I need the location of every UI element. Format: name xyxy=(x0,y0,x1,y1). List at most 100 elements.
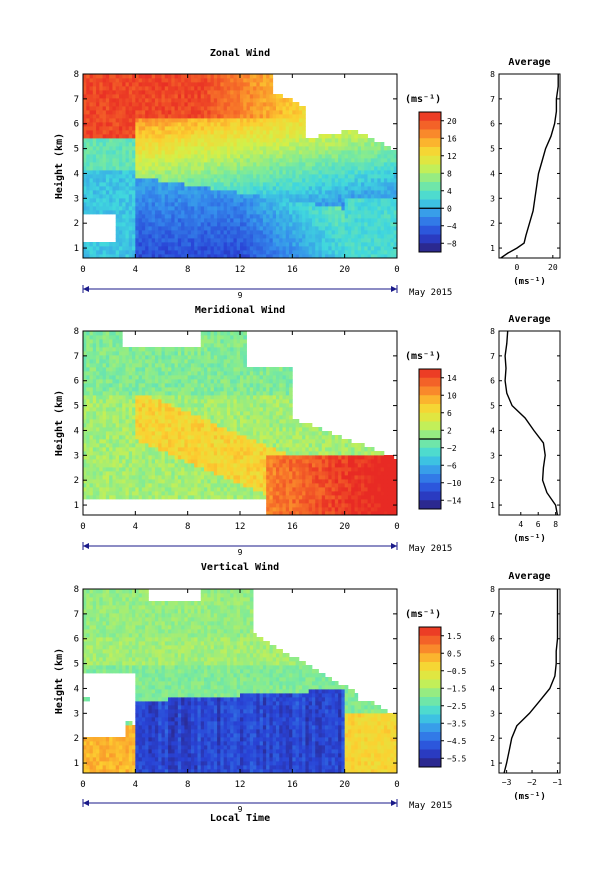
heatmap-cell xyxy=(99,122,104,127)
heatmap-cell xyxy=(236,230,241,235)
heatmap-cell xyxy=(194,154,198,159)
heatmap-cell xyxy=(269,194,274,199)
heatmap-cell xyxy=(177,170,182,175)
heatmap-cell xyxy=(377,186,382,191)
heatmap-cell xyxy=(109,399,113,404)
heatmap-cell xyxy=(210,194,215,199)
heatmap-cell xyxy=(148,142,153,147)
heatmap-cell xyxy=(331,190,336,195)
heatmap-cell xyxy=(292,162,296,167)
heatmap-cell xyxy=(305,218,310,223)
heatmap-cell xyxy=(102,98,107,103)
heatmap-cell xyxy=(298,242,303,247)
y-axis-label: Height (km) xyxy=(53,133,65,199)
heatmap-cell xyxy=(164,246,169,251)
heatmap-cell xyxy=(112,250,117,255)
heatmap-cell xyxy=(86,122,90,127)
heatmap-cell xyxy=(125,407,130,412)
heatmap-cell xyxy=(89,202,94,207)
heatmap-cell xyxy=(289,218,293,223)
heatmap-cell xyxy=(383,218,388,223)
heatmap-cell xyxy=(105,122,110,127)
heatmap-cell xyxy=(132,126,136,131)
heatmap-cell xyxy=(148,471,153,476)
heatmap-cell xyxy=(115,411,120,416)
heatmap-cell xyxy=(177,78,182,83)
heatmap-cell xyxy=(138,439,143,444)
heatmap-cell xyxy=(92,387,97,392)
heatmap-cell xyxy=(118,463,123,468)
heatmap-cell xyxy=(253,110,257,115)
heatmap-cell xyxy=(125,419,130,424)
heatmap-cell xyxy=(164,427,169,432)
heatmap-cell xyxy=(321,242,326,247)
heatmap-cell xyxy=(122,178,126,183)
heatmap-cell xyxy=(161,375,166,380)
heatmap-cell xyxy=(220,142,225,147)
heatmap-cell xyxy=(311,250,316,255)
heatmap-cell xyxy=(92,246,97,251)
heatmap-cell xyxy=(341,150,346,155)
heatmap-cell xyxy=(200,194,205,199)
heatmap-cell xyxy=(347,186,352,191)
heatmap-cell xyxy=(141,210,146,215)
heatmap-cell xyxy=(204,202,208,207)
heatmap-cell xyxy=(370,242,375,247)
heatmap-cell xyxy=(96,130,100,135)
heatmap-cell xyxy=(213,254,218,259)
heatmap-cell xyxy=(112,407,117,412)
heatmap-cell xyxy=(236,110,241,115)
heatmap-cell xyxy=(292,106,296,111)
heatmap-cell xyxy=(377,198,382,203)
heatmap-cell xyxy=(89,134,94,139)
heatmap-cell xyxy=(194,106,198,111)
heatmap-cell xyxy=(148,254,153,259)
heatmap-cell xyxy=(262,214,267,219)
heatmap-cell xyxy=(112,347,117,352)
heatmap-cell xyxy=(204,130,208,135)
heatmap-cell xyxy=(262,134,267,139)
heatmap-cell xyxy=(305,206,310,211)
heatmap-cell xyxy=(253,126,257,131)
heatmap-cell xyxy=(102,347,107,352)
heatmap-cell xyxy=(347,170,352,175)
heatmap-cell xyxy=(249,138,254,143)
heatmap-cell xyxy=(138,170,143,175)
heatmap-cell xyxy=(334,194,339,199)
heatmap-cell xyxy=(122,375,126,380)
heatmap-cell xyxy=(249,78,254,83)
heatmap-cell xyxy=(282,106,287,111)
heatmap-cell xyxy=(154,74,159,79)
heatmap-cell xyxy=(158,178,162,183)
heatmap-cell xyxy=(115,138,120,143)
heatmap-cell xyxy=(102,158,107,163)
heatmap-cell xyxy=(207,198,211,203)
heatmap-cell xyxy=(279,246,283,251)
heatmap-cell xyxy=(181,250,185,255)
heatmap-cell xyxy=(213,206,218,211)
heatmap-cell xyxy=(115,391,120,396)
heatmap-cell xyxy=(387,186,391,191)
heatmap-cell xyxy=(217,118,221,123)
heatmap-cell xyxy=(380,226,385,231)
average-x-tick-label: 20 xyxy=(548,263,558,272)
heatmap-cell xyxy=(154,174,159,179)
heatmap-cell xyxy=(158,359,162,364)
heatmap-cell xyxy=(321,246,326,251)
heatmap-cell xyxy=(374,166,378,171)
heatmap-cell xyxy=(112,371,117,376)
heatmap-cell xyxy=(233,174,238,179)
heatmap-cell xyxy=(128,399,133,404)
heatmap-cell xyxy=(249,146,254,151)
heatmap-cell xyxy=(118,170,123,175)
heatmap-cell xyxy=(217,146,221,151)
heatmap-cell xyxy=(200,150,205,155)
heatmap-cell xyxy=(256,90,261,95)
heatmap-cell xyxy=(204,230,208,235)
heatmap-cell xyxy=(158,375,162,380)
heatmap-cell xyxy=(197,86,202,91)
heatmap-cell xyxy=(387,178,391,183)
heatmap-cell xyxy=(109,407,113,412)
heatmap-cell xyxy=(190,130,195,135)
heatmap-cell xyxy=(393,222,398,227)
